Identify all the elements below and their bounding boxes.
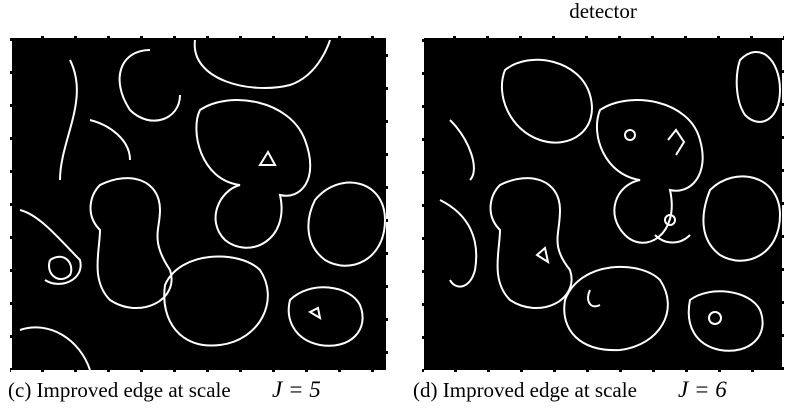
caption-d-math: J = 6 xyxy=(678,377,727,402)
edge-image-c xyxy=(10,36,388,372)
caption-c-math: J = 5 xyxy=(272,377,321,402)
caption-d: (d) Improved edge at scale xyxy=(413,378,637,402)
edge-image-d xyxy=(422,36,784,372)
header-text: detector xyxy=(569,0,637,23)
caption-c: (c) Improved edge at scale xyxy=(8,378,231,402)
